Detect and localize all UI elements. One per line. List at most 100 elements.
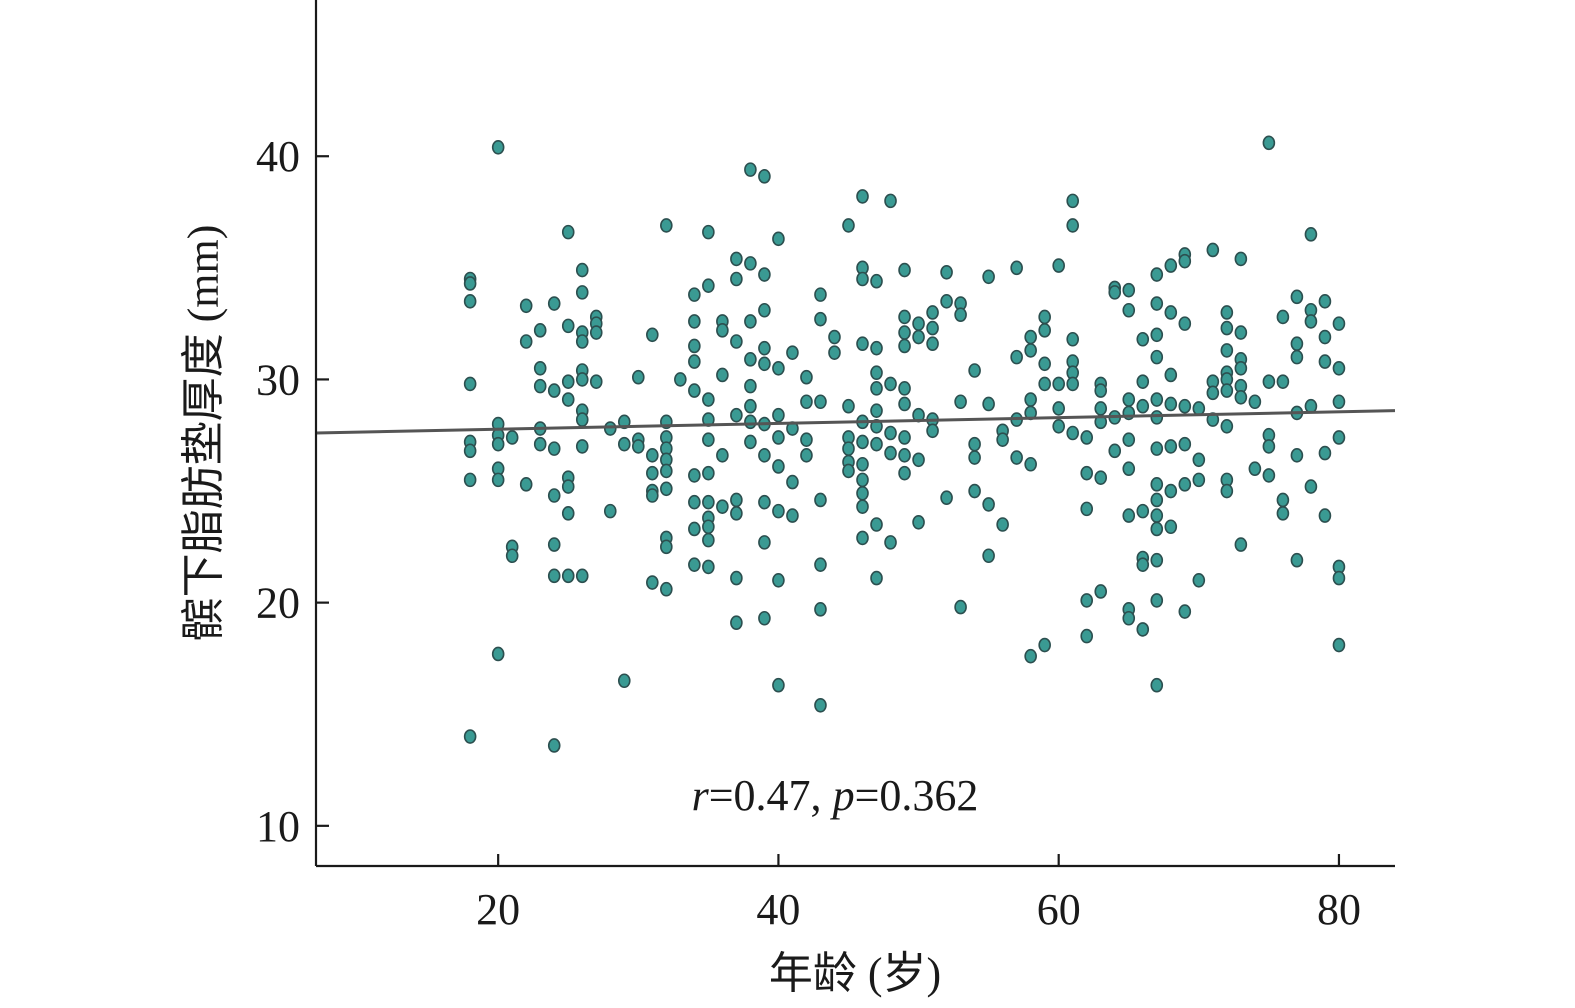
data-point xyxy=(1220,305,1234,320)
data-point xyxy=(758,448,771,463)
data-point xyxy=(1332,316,1346,331)
data-point xyxy=(842,463,855,479)
data-point xyxy=(561,568,575,584)
data-point xyxy=(1052,258,1065,273)
data-point xyxy=(491,436,505,452)
data-point xyxy=(1304,479,1318,494)
data-point xyxy=(1038,356,1051,372)
data-point xyxy=(730,407,743,423)
data-point xyxy=(716,448,729,463)
data-point xyxy=(1304,398,1318,414)
data-point xyxy=(1318,329,1332,345)
data-point xyxy=(463,376,477,392)
y-tick-label: 30 xyxy=(256,355,300,404)
data-point xyxy=(1220,320,1234,336)
data-point xyxy=(758,356,771,372)
data-point xyxy=(870,403,883,418)
data-point xyxy=(519,298,533,314)
data-point xyxy=(1262,135,1276,151)
data-point xyxy=(702,519,715,535)
data-point xyxy=(856,434,869,450)
data-point xyxy=(1136,374,1150,389)
data-point xyxy=(968,363,981,378)
r-value: =0.47, xyxy=(709,771,833,820)
data-point xyxy=(800,432,813,447)
data-point xyxy=(758,169,771,184)
regression-line xyxy=(315,409,1396,435)
data-point xyxy=(1108,285,1122,300)
data-point xyxy=(646,575,659,590)
data-point xyxy=(1150,296,1164,311)
data-point xyxy=(688,494,701,510)
data-point xyxy=(505,548,519,564)
data-point xyxy=(744,162,757,177)
data-point xyxy=(814,557,827,572)
data-point xyxy=(884,535,897,550)
data-point xyxy=(1080,593,1094,608)
data-point xyxy=(1332,570,1346,586)
data-point xyxy=(940,264,953,280)
data-point xyxy=(561,318,575,334)
y-tick-label: 10 xyxy=(256,802,300,851)
data-point xyxy=(533,323,547,338)
data-point xyxy=(575,285,589,300)
data-point xyxy=(1024,648,1037,664)
data-point xyxy=(730,334,743,349)
data-point xyxy=(1010,349,1023,365)
data-point xyxy=(898,325,911,340)
data-point xyxy=(547,568,561,584)
data-point xyxy=(1136,557,1150,572)
data-point xyxy=(702,432,715,447)
data-point xyxy=(1304,227,1318,242)
data-point xyxy=(814,287,827,302)
data-point xyxy=(1234,325,1248,340)
data-point xyxy=(533,360,547,376)
data-point xyxy=(954,307,967,323)
data-point xyxy=(926,320,939,336)
data-point xyxy=(1136,503,1150,519)
data-point xyxy=(898,448,911,463)
data-point xyxy=(702,224,715,240)
plot-area xyxy=(315,135,1396,753)
data-point xyxy=(870,419,883,434)
data-point xyxy=(772,503,785,519)
data-point xyxy=(1150,327,1164,343)
data-point xyxy=(688,557,701,572)
data-point xyxy=(982,497,995,512)
data-point xyxy=(660,581,673,597)
data-point xyxy=(660,463,673,479)
data-point xyxy=(1304,314,1318,329)
data-point xyxy=(856,499,869,514)
data-point xyxy=(1332,430,1346,445)
data-point xyxy=(1024,329,1037,345)
data-point xyxy=(1024,456,1037,472)
data-point xyxy=(561,479,575,494)
data-point xyxy=(730,570,743,586)
data-point xyxy=(982,548,995,564)
data-point xyxy=(912,452,925,468)
data-point xyxy=(688,383,701,398)
data-point xyxy=(940,490,953,506)
data-point xyxy=(954,394,967,410)
data-point xyxy=(1248,394,1262,410)
data-point xyxy=(1248,461,1262,477)
data-point xyxy=(870,273,883,289)
data-point xyxy=(898,381,911,396)
data-point xyxy=(856,336,869,352)
data-point xyxy=(491,140,505,155)
data-point xyxy=(716,499,729,514)
data-point xyxy=(1052,419,1065,434)
data-point xyxy=(898,396,911,412)
data-point xyxy=(940,294,953,309)
data-point xyxy=(1066,193,1080,209)
data-point xyxy=(744,256,757,271)
data-point xyxy=(1038,376,1051,392)
r-symbol: r xyxy=(692,771,710,820)
data-point xyxy=(1122,508,1136,523)
data-point xyxy=(1150,492,1164,508)
data-point xyxy=(1290,336,1304,352)
data-point xyxy=(1290,448,1304,463)
data-point xyxy=(674,372,687,387)
data-point xyxy=(1122,302,1136,318)
data-point xyxy=(1080,501,1094,517)
